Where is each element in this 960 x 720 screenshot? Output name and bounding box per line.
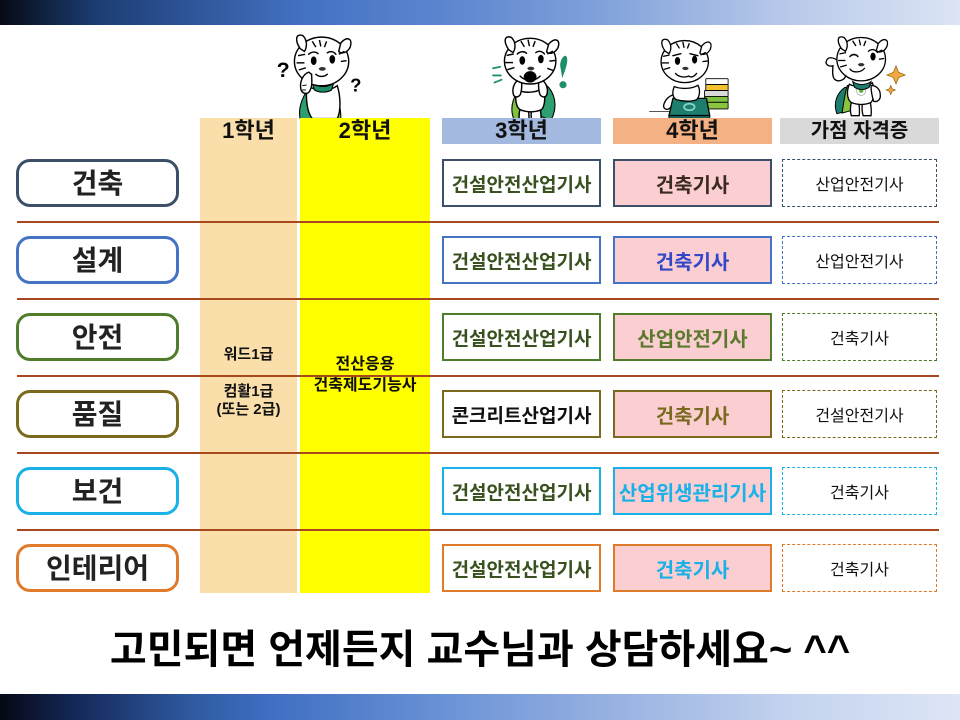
svg-text:?: ? (277, 58, 290, 82)
svg-text:?: ? (350, 74, 361, 95)
